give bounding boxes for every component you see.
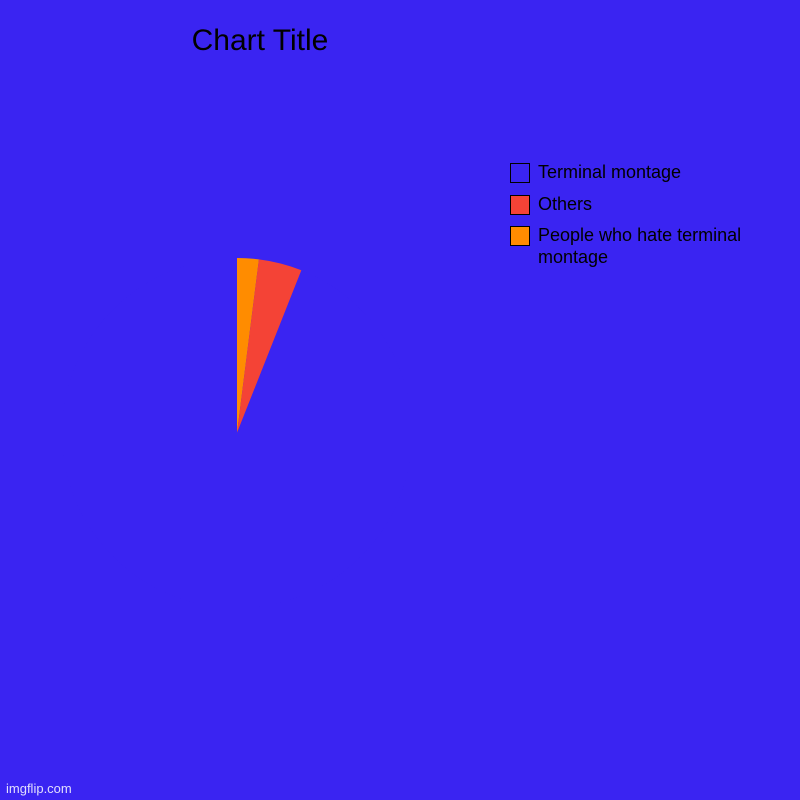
legend-swatch bbox=[510, 195, 530, 215]
pie-chart bbox=[62, 258, 412, 608]
legend-label: Others bbox=[538, 194, 592, 216]
legend-label: Terminal montage bbox=[538, 162, 681, 184]
legend: Terminal montage Others People who hate … bbox=[510, 162, 788, 278]
watermark: imgflip.com bbox=[6, 781, 72, 796]
legend-item: Terminal montage bbox=[510, 162, 788, 184]
legend-swatch bbox=[510, 226, 530, 246]
legend-item: Others bbox=[510, 194, 788, 216]
pie-svg bbox=[62, 258, 412, 608]
legend-swatch bbox=[510, 163, 530, 183]
chart-title: Chart Title bbox=[0, 24, 520, 58]
legend-item: People who hate terminal montage bbox=[510, 225, 788, 268]
legend-label: People who hate terminal montage bbox=[538, 225, 788, 268]
pie-slice bbox=[62, 258, 412, 608]
